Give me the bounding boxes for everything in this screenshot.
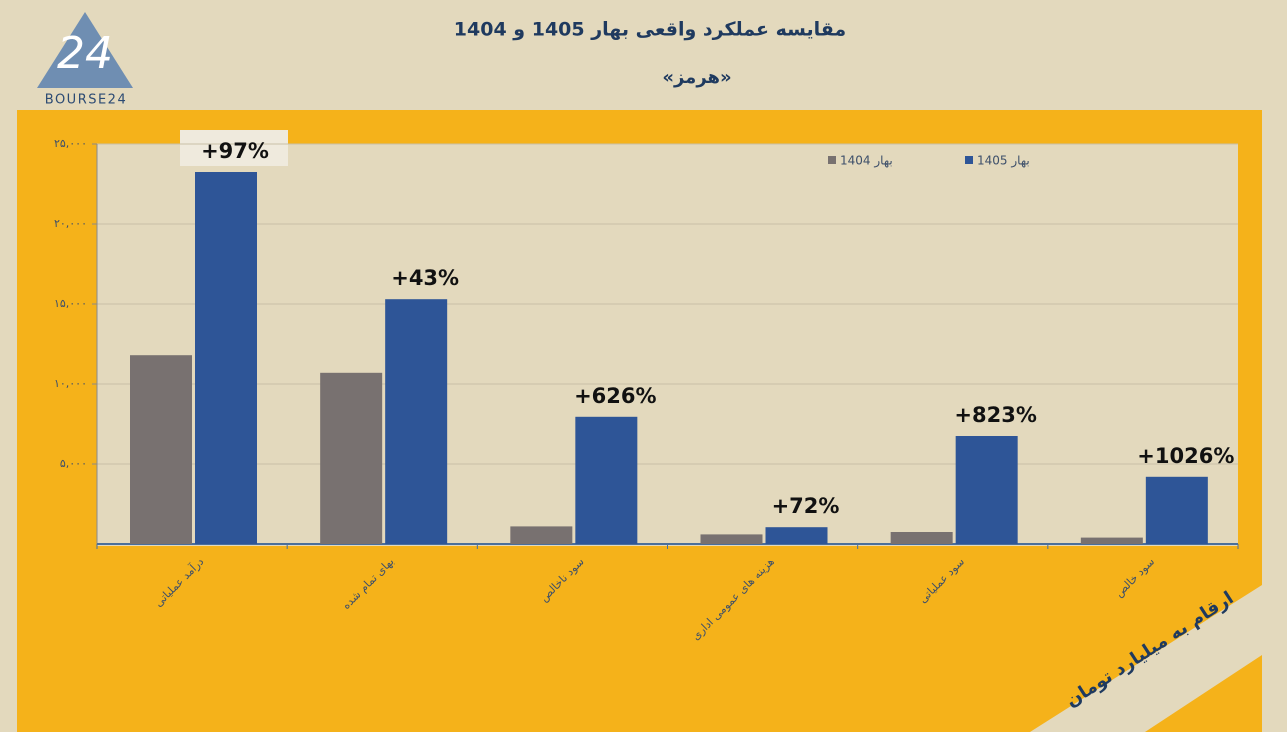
logo-triangle (37, 12, 133, 88)
change-label: +72% (772, 494, 840, 518)
bar (195, 172, 257, 544)
bar (130, 355, 192, 544)
legend-swatch (965, 156, 973, 164)
bar (700, 534, 763, 544)
chart-subtitle: «هرمز» (662, 67, 731, 88)
change-label: +823% (954, 403, 1036, 427)
logo-text: BOURSE24 (45, 93, 127, 108)
y-tick-label: ۲۵,۰۰۰ (54, 137, 87, 150)
y-tick-label: ۵,۰۰۰ (60, 457, 87, 470)
legend-swatch (828, 156, 836, 164)
bar (890, 532, 953, 544)
bar (320, 372, 383, 544)
bar (1145, 476, 1208, 544)
change-label: +97% (201, 139, 269, 163)
chart-title: مقایسه عملکرد واقعی بهار 1405 و 1404 (454, 19, 846, 41)
bar (385, 299, 448, 544)
bar (510, 526, 573, 544)
logo-mark: 24 (57, 28, 113, 79)
note-band (1030, 585, 1262, 732)
plot-area (97, 144, 1238, 546)
legend-label: بهار 1404 (840, 154, 893, 169)
y-tick-label: ۲۰,۰۰۰ (54, 217, 87, 230)
bar (955, 436, 1018, 544)
y-tick-label: ۱۵,۰۰۰ (54, 297, 87, 310)
change-label: +1026% (1137, 444, 1234, 468)
label-box (180, 130, 288, 166)
change-label: +43% (391, 266, 459, 290)
change-label: +626% (574, 384, 656, 408)
bar (1080, 537, 1143, 544)
bar (765, 527, 828, 544)
y-tick-label: ۱۰,۰۰۰ (54, 377, 87, 390)
legend-label: بهار 1405 (977, 154, 1030, 169)
bar (575, 416, 638, 544)
